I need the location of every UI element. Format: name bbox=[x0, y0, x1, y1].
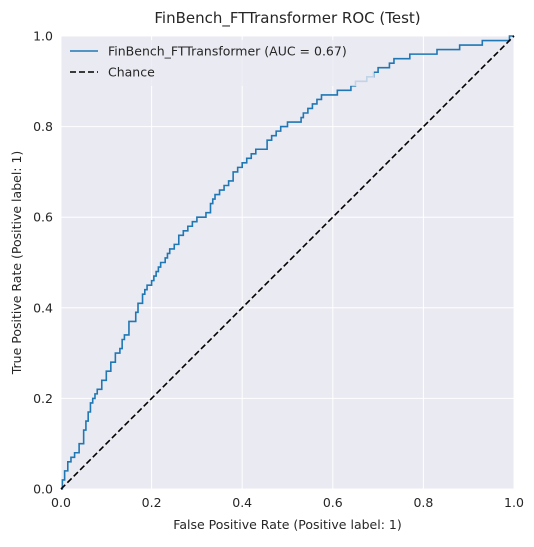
legend-box bbox=[64, 40, 374, 86]
x-axis-label: False Positive Rate (Positive label: 1) bbox=[173, 517, 401, 532]
x-tick-label: 0.0 bbox=[51, 495, 71, 510]
chart-title: FinBench_FTTransformer ROC (Test) bbox=[154, 9, 420, 28]
legend-label-roc: FinBench_FTTransformer (AUC = 0.67) bbox=[108, 44, 347, 59]
legend: FinBench_FTTransformer (AUC = 0.67) Chan… bbox=[64, 40, 374, 86]
x-tick-label: 1.0 bbox=[504, 495, 524, 510]
x-tick-label: 0.6 bbox=[323, 495, 343, 510]
y-tick-label: 0.0 bbox=[33, 482, 53, 497]
y-tick-label: 0.2 bbox=[33, 391, 53, 406]
x-tick-label: 0.8 bbox=[413, 495, 433, 510]
y-tick-label: 0.8 bbox=[33, 119, 53, 134]
y-tick-label: 0.4 bbox=[33, 300, 53, 315]
x-tick-label: 0.4 bbox=[232, 495, 252, 510]
legend-label-chance: Chance bbox=[108, 65, 155, 80]
y-tick-label: 0.6 bbox=[33, 210, 53, 225]
y-ticks: 0.0 0.2 0.4 0.6 0.8 1.0 bbox=[33, 29, 53, 497]
x-tick-label: 0.2 bbox=[142, 495, 162, 510]
chance-line bbox=[60, 35, 515, 490]
y-tick-label: 1.0 bbox=[33, 29, 53, 44]
x-ticks: 0.0 0.2 0.4 0.6 0.8 1.0 bbox=[51, 495, 524, 510]
y-axis-label: True Positive Rate (Positive label: 1) bbox=[9, 151, 24, 376]
